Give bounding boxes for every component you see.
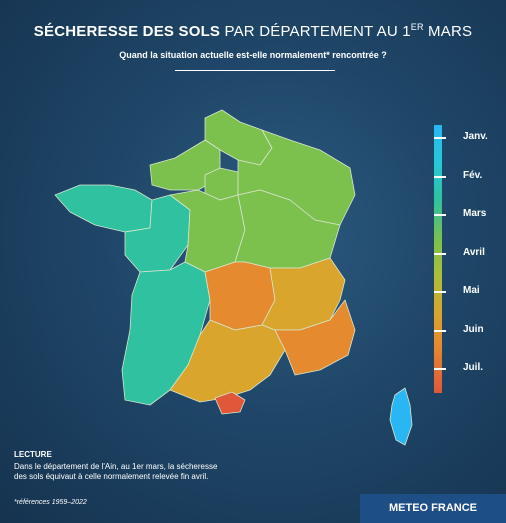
scale-label: Janv.	[463, 131, 488, 142]
scale-tick	[434, 252, 446, 255]
title-divider	[175, 70, 335, 71]
legend-line-2: des sols équivaut à celle normalement re…	[14, 472, 209, 481]
scale-label: Avril	[463, 246, 485, 258]
footnote: *références 1959–2022	[14, 499, 87, 506]
color-scale-bar	[434, 125, 442, 393]
scale-label: Mai	[463, 285, 480, 296]
map-subtitle: Quand la situation actuelle est-elle nor…	[119, 50, 387, 60]
legend-text: Dans le département de l'Ain, au 1er mar…	[14, 462, 264, 482]
scale-tick	[434, 368, 446, 370]
scale-tick	[434, 175, 446, 178]
legend-line-1: Dans le département de l'Ain, au 1er mar…	[14, 462, 218, 471]
scale-tick	[434, 329, 446, 332]
region-provence	[274, 299, 356, 376]
map-title: SÉCHERESSE DES SOLS PAR DÉPARTEMENT AU 1…	[33, 22, 473, 40]
scale-tick	[434, 214, 446, 216]
scale-label: Fév.	[463, 169, 483, 181]
legend-title: LECTURE	[14, 450, 52, 459]
scale-label: Juin	[463, 323, 484, 335]
scale-label: Mars	[463, 208, 487, 219]
region-pyrenees-orientales	[214, 391, 246, 415]
region-bretagne	[54, 184, 153, 233]
scale-tick	[434, 137, 446, 139]
scale-tick	[434, 291, 446, 293]
brand-logo: METEO FRANCE	[360, 494, 506, 523]
scale-label: Juil.	[463, 362, 484, 373]
region-corse	[389, 387, 413, 446]
